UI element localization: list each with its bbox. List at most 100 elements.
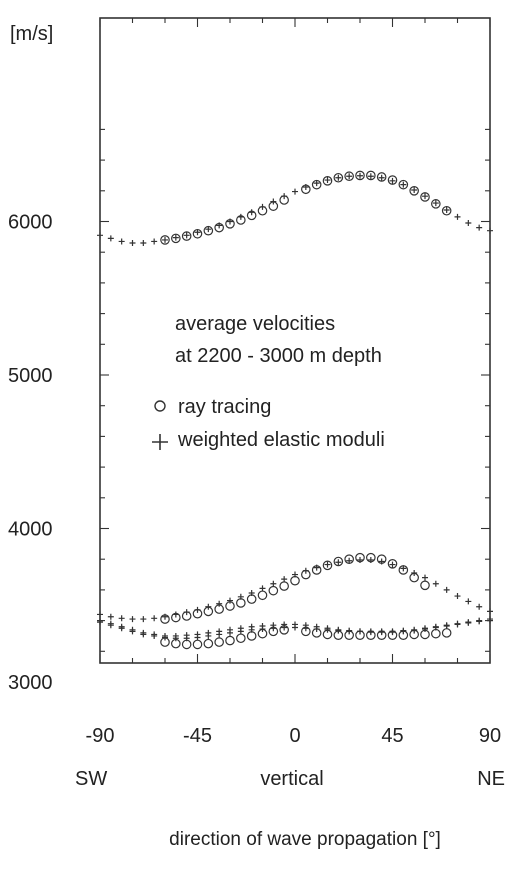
data-point-plus (313, 564, 320, 571)
data-point-plus (487, 227, 493, 234)
legend-plus-marker (152, 434, 168, 450)
data-point-plus (378, 558, 385, 565)
data-point-plus (367, 173, 374, 180)
data-point-plus (443, 206, 450, 213)
data-point-plus (172, 632, 179, 639)
data-point-plus (248, 589, 255, 596)
data-point-plus (237, 593, 244, 600)
data-point-plus (129, 626, 136, 633)
data-point-circle (214, 637, 224, 647)
data-point-circle (236, 598, 246, 608)
x-tick-label: -90 (86, 725, 115, 747)
dir-label-ne: NE (477, 768, 505, 790)
data-point-circle (441, 205, 452, 216)
data-point-plus (335, 559, 342, 566)
data-point-plus (476, 224, 483, 231)
data-point-circle (431, 199, 441, 209)
data-point-circle (387, 175, 398, 185)
annotation-line-1: average velocities (175, 313, 335, 335)
data-point-plus (205, 629, 212, 636)
data-point-plus (487, 617, 493, 624)
x-tick-label: 45 (381, 725, 403, 747)
data-point-plus (378, 629, 385, 636)
data-point-plus (97, 617, 103, 624)
data-point-plus (335, 174, 342, 181)
legend: ray tracing weighted elastic moduli (152, 396, 385, 451)
data-point-plus (151, 238, 158, 245)
data-point-circle (257, 590, 268, 601)
dir-label-sw: SW (75, 768, 107, 790)
data-point-circle (225, 635, 235, 646)
data-point-plus (454, 213, 461, 220)
data-point-plus (216, 628, 223, 635)
data-point-plus (400, 565, 407, 572)
x-tick-label: 0 (289, 725, 300, 747)
data-point-plus (216, 600, 223, 607)
data-point-plus (367, 556, 374, 563)
data-point-circle (246, 594, 257, 604)
x-tick-labels: -90 -45 0 45 90 (86, 725, 502, 747)
data-point-plus (194, 631, 201, 638)
axis-ticks (99, 18, 491, 663)
data-point-plus (183, 232, 190, 239)
x-tick-label: 90 (479, 725, 501, 747)
data-point-plus (335, 626, 342, 633)
data-point-plus (183, 609, 190, 616)
data-point-circle (236, 633, 246, 644)
data-point-plus (97, 232, 103, 239)
data-point-plus (270, 580, 277, 587)
data-point-plus (227, 218, 233, 225)
data-point-plus (270, 198, 277, 205)
y-tick-labels: 3000 4000 5000 6000 (8, 212, 53, 695)
y-tick-label: 3000 (8, 672, 53, 694)
data-point-plus (205, 226, 212, 233)
data-point-circle (431, 628, 441, 639)
data-point-plus (129, 239, 136, 246)
data-point-plus (357, 556, 363, 563)
data-point-circle (366, 170, 376, 181)
data-point-circle (441, 628, 452, 638)
data-point-circle (420, 580, 430, 591)
legend-label-weighted-elastic-moduli: weighted elastic moduli (177, 429, 385, 451)
data-point-plus (216, 222, 223, 229)
data-point-plus (292, 188, 298, 195)
data-point-plus (454, 593, 461, 600)
data-point-plus (237, 625, 244, 632)
data-point-plus (378, 174, 385, 181)
data-point-circle (181, 639, 192, 650)
data-point-plus (151, 615, 158, 622)
data-point-plus (162, 236, 168, 243)
data-point-circle (192, 639, 203, 650)
data-point-plus (281, 193, 288, 200)
data-point-plus (346, 557, 353, 564)
data-point-plus (281, 621, 288, 628)
x-tick-label: -45 (183, 725, 212, 747)
legend-circle-marker (154, 400, 166, 412)
data-point-plus (443, 622, 450, 629)
data-point-circle (322, 176, 333, 186)
data-point-circle (268, 585, 279, 596)
series-2 (160, 552, 430, 624)
data-point-plus (118, 238, 125, 245)
data-point-plus (227, 626, 233, 633)
data-point-plus (465, 220, 472, 227)
data-point-circle (203, 638, 214, 649)
plot-frame (99, 17, 491, 664)
data-point-plus (465, 619, 472, 626)
data-point-plus (465, 598, 472, 605)
data-point-plus (357, 172, 363, 179)
data-point-plus (183, 632, 190, 639)
data-point-plus (237, 213, 244, 220)
data-point-plus (151, 631, 158, 638)
data-point-plus (302, 567, 309, 574)
data-point-plus (432, 624, 439, 631)
data-point-plus (422, 193, 428, 200)
data-point-plus (248, 209, 255, 216)
series-3 (97, 556, 493, 623)
data-point-plus (259, 585, 266, 592)
data-point-plus (411, 570, 418, 577)
data-point-plus (367, 629, 374, 636)
data-point-circle (420, 192, 430, 202)
data-point-circle (171, 233, 181, 244)
